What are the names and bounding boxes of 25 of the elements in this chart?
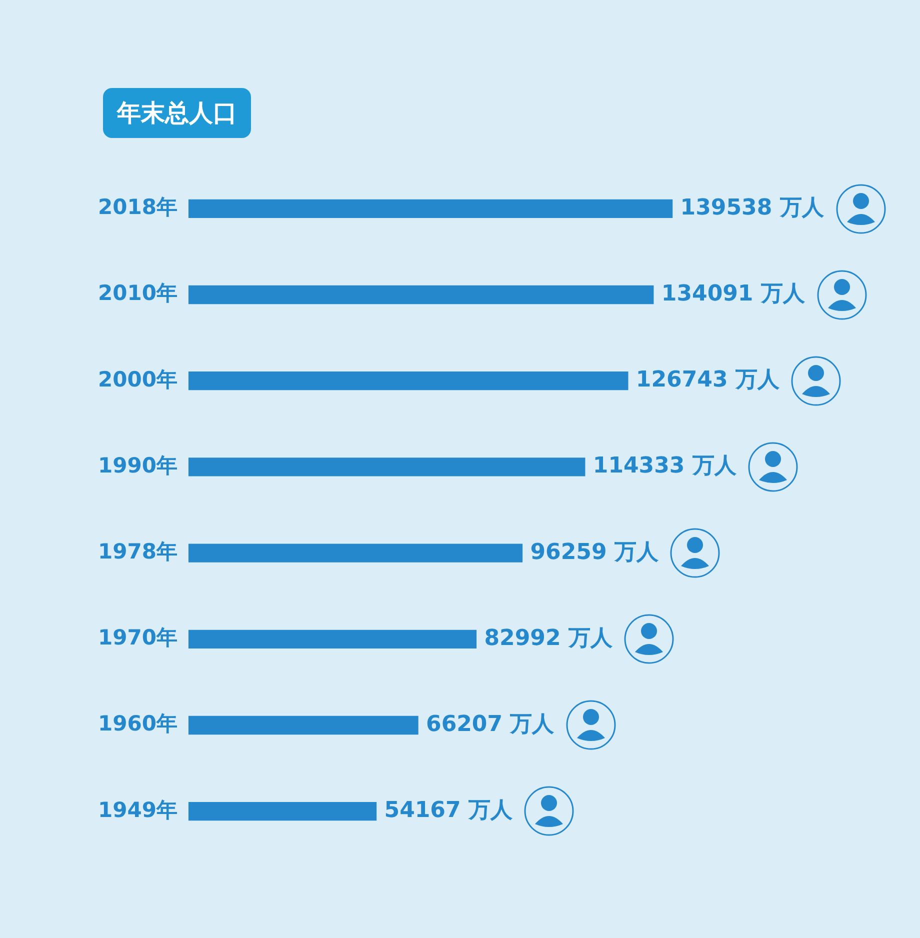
data-label: 82992 万人: [484, 626, 614, 651]
bar: [188, 372, 628, 390]
data-label: 66207 万人: [426, 712, 556, 737]
data-label: 139538 万人: [680, 195, 825, 220]
y-tick-label: 1949年: [98, 798, 178, 822]
y-tick-label: 1978年: [98, 540, 178, 564]
bar: [188, 544, 523, 562]
bar: [188, 285, 654, 304]
bar: [188, 716, 418, 735]
chart-title: 年末总人口: [103, 88, 251, 138]
y-tick-label: 2018年: [98, 195, 178, 220]
y-tick-label: 2000年: [98, 367, 178, 392]
bar: [188, 199, 673, 218]
bar: [188, 630, 477, 648]
data-label: 126743 万人: [636, 368, 780, 393]
y-tick-label: 1990年: [98, 453, 178, 478]
data-label: 114333 万人: [592, 454, 738, 479]
y-tick-label: 1970年: [98, 626, 178, 650]
data-label: 134091 万人: [661, 281, 806, 306]
data-label: 96259 万人: [530, 540, 660, 565]
y-tick-label: 1960年: [98, 712, 178, 736]
y-tick-label: 2010年: [98, 281, 178, 306]
bar: [188, 458, 586, 476]
data-label: 54167 万人: [384, 798, 514, 824]
bar: [188, 802, 377, 821]
